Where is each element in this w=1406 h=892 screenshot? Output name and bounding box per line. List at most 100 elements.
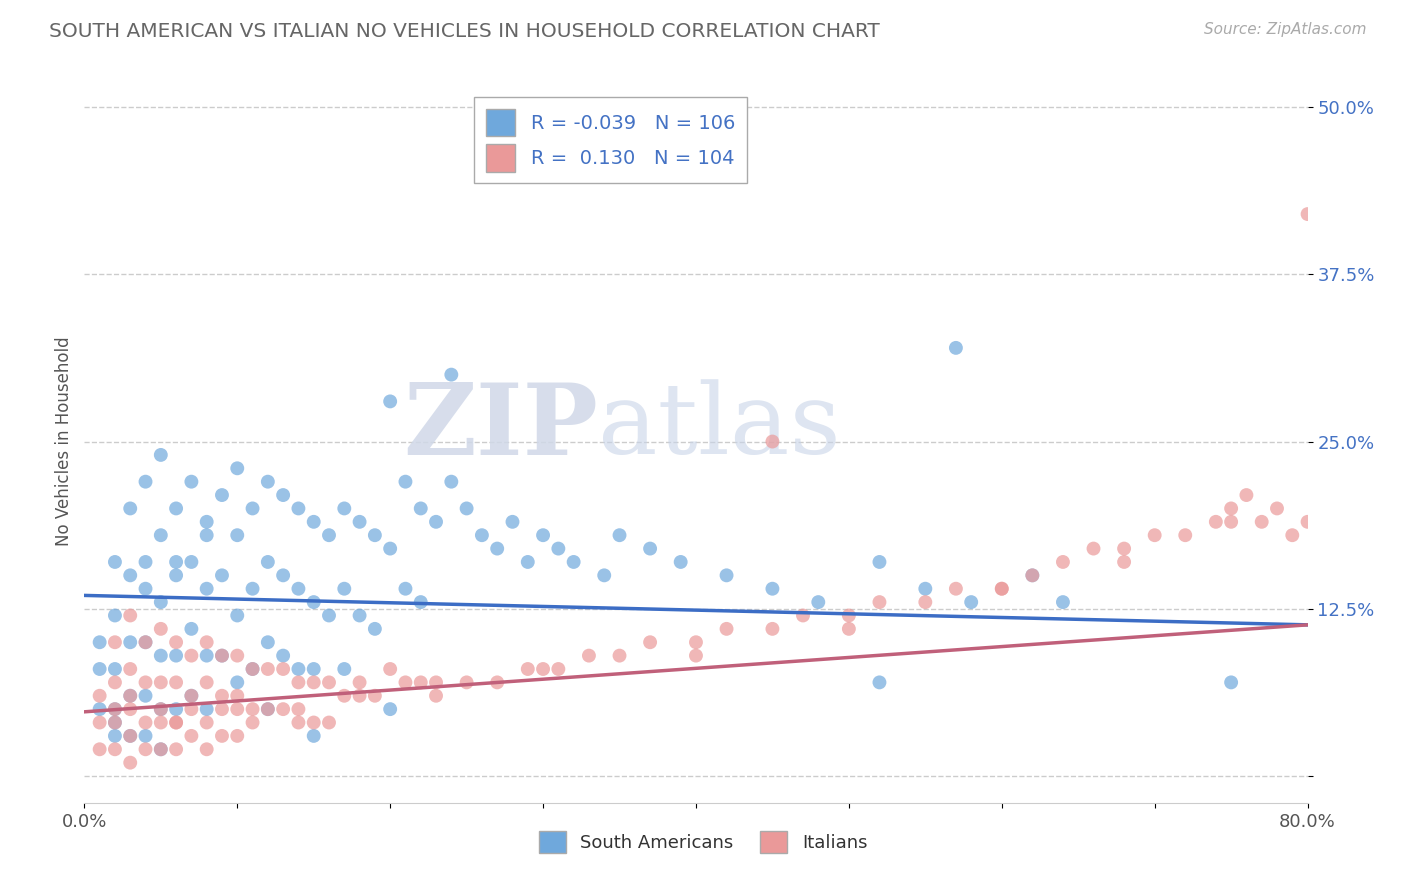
Point xyxy=(1265,501,1288,516)
Point xyxy=(638,635,661,649)
Point xyxy=(1220,675,1243,690)
Point xyxy=(195,515,218,529)
Point xyxy=(271,648,294,663)
Point xyxy=(135,689,157,703)
Point xyxy=(761,582,783,596)
Point xyxy=(180,648,202,663)
Point xyxy=(761,434,783,449)
Legend: South Americans, Italians: South Americans, Italians xyxy=(531,824,875,861)
Point xyxy=(516,662,538,676)
Point xyxy=(120,635,142,649)
Point xyxy=(120,568,142,582)
Point xyxy=(349,608,371,623)
Point xyxy=(135,635,157,649)
Point xyxy=(149,702,172,716)
Point xyxy=(502,515,524,529)
Point xyxy=(394,675,416,690)
Point xyxy=(792,608,814,623)
Point xyxy=(195,742,218,756)
Point xyxy=(104,702,127,716)
Point xyxy=(257,702,280,716)
Point xyxy=(425,689,447,703)
Point xyxy=(716,568,738,582)
Point xyxy=(486,675,509,690)
Point xyxy=(394,582,416,596)
Point xyxy=(120,756,142,770)
Point xyxy=(135,475,157,489)
Point xyxy=(593,568,616,582)
Point xyxy=(578,648,600,663)
Point xyxy=(1021,568,1043,582)
Point xyxy=(180,689,202,703)
Point xyxy=(991,582,1014,596)
Point xyxy=(1083,541,1105,556)
Point xyxy=(211,568,233,582)
Point xyxy=(195,582,218,596)
Point xyxy=(135,555,157,569)
Point xyxy=(287,715,309,730)
Point xyxy=(226,608,249,623)
Point xyxy=(761,622,783,636)
Point xyxy=(531,662,554,676)
Point xyxy=(195,635,218,649)
Point xyxy=(165,742,187,756)
Point xyxy=(287,675,309,690)
Point xyxy=(333,501,356,516)
Point xyxy=(302,715,325,730)
Text: atlas: atlas xyxy=(598,379,841,475)
Point xyxy=(89,662,111,676)
Point xyxy=(180,622,202,636)
Point xyxy=(165,702,187,716)
Point xyxy=(1296,515,1319,529)
Point xyxy=(165,568,187,582)
Point xyxy=(409,595,432,609)
Point xyxy=(838,608,860,623)
Point xyxy=(211,488,233,502)
Point xyxy=(242,662,264,676)
Point xyxy=(242,582,264,596)
Point xyxy=(669,555,692,569)
Point xyxy=(914,582,936,596)
Point xyxy=(120,501,142,516)
Point xyxy=(226,648,249,663)
Point xyxy=(364,689,387,703)
Point xyxy=(287,501,309,516)
Point xyxy=(226,702,249,716)
Point xyxy=(165,501,187,516)
Point xyxy=(456,675,478,690)
Point xyxy=(1114,555,1136,569)
Point xyxy=(149,742,172,756)
Point xyxy=(135,582,157,596)
Point xyxy=(685,648,707,663)
Point xyxy=(104,555,127,569)
Point xyxy=(869,675,891,690)
Point xyxy=(89,635,111,649)
Point xyxy=(302,729,325,743)
Point xyxy=(149,715,172,730)
Point xyxy=(1052,555,1074,569)
Point xyxy=(271,568,294,582)
Point xyxy=(211,729,233,743)
Point xyxy=(89,715,111,730)
Point xyxy=(349,689,371,703)
Point xyxy=(945,341,967,355)
Point xyxy=(531,528,554,542)
Point xyxy=(471,528,494,542)
Point xyxy=(380,662,402,676)
Point xyxy=(120,608,142,623)
Point xyxy=(1220,515,1243,529)
Point xyxy=(1281,528,1303,542)
Point xyxy=(120,689,142,703)
Point xyxy=(318,528,340,542)
Point xyxy=(104,662,127,676)
Point xyxy=(302,675,325,690)
Point xyxy=(149,622,172,636)
Point xyxy=(120,702,142,716)
Point xyxy=(685,635,707,649)
Point xyxy=(349,675,371,690)
Point xyxy=(135,675,157,690)
Point xyxy=(104,729,127,743)
Point xyxy=(149,702,172,716)
Point xyxy=(409,675,432,690)
Point xyxy=(456,501,478,516)
